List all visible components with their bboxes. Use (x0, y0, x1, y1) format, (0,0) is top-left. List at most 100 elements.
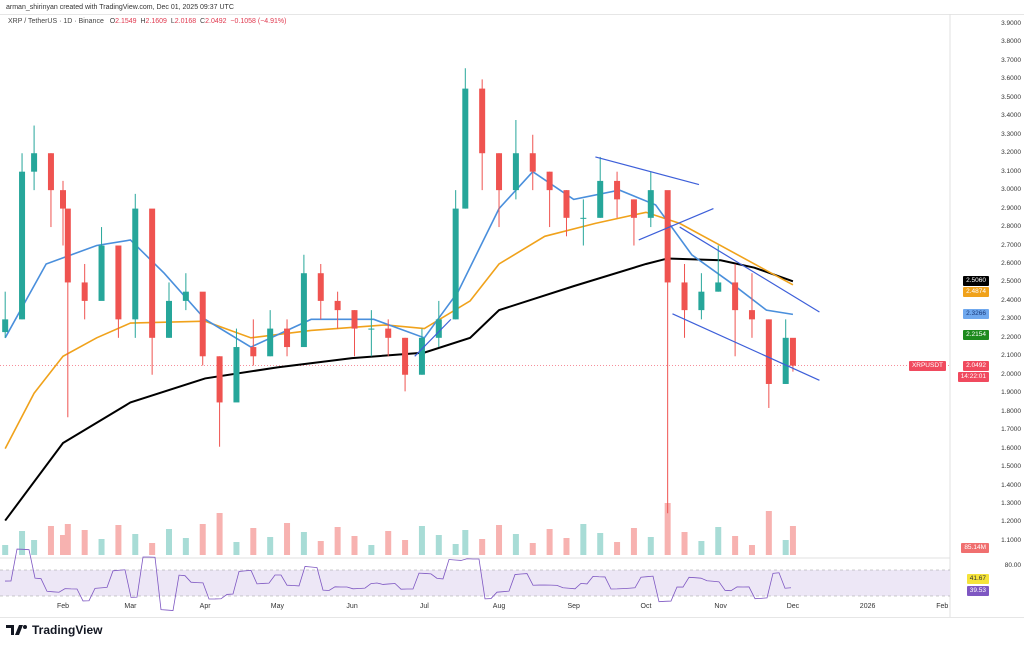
volume-bar (216, 513, 223, 555)
rsi-value-tag: 39.53 (966, 586, 989, 596)
candle-body (496, 153, 503, 191)
open-label: O (109, 18, 116, 25)
x-tick-label: Oct (640, 603, 652, 610)
x-tick-label: Jun (346, 603, 358, 610)
volume-bar (19, 531, 26, 555)
rsi-level-label: 80.00 (1004, 562, 1021, 569)
candle-body (115, 245, 122, 320)
y-tick-label: 2.8000 (1001, 223, 1021, 231)
candle-body (546, 171, 553, 191)
candle-body (782, 337, 789, 384)
volume-bar (385, 531, 392, 555)
y-tick-label: 1.9000 (1001, 389, 1021, 397)
volume-bar (748, 545, 755, 555)
trendline (595, 156, 700, 186)
y-tick-label: 1.1000 (1001, 536, 1021, 544)
y-tick-label: 1.5000 (1001, 463, 1021, 471)
volume-bar (81, 530, 88, 555)
volume-bar (402, 540, 409, 555)
volume-bar (300, 532, 307, 555)
candle-body (267, 328, 274, 357)
x-tick-label: Aug (492, 603, 506, 610)
candle-body (64, 208, 71, 283)
y-tick-label: 1.6000 (1001, 444, 1021, 452)
volume-bar (284, 523, 291, 555)
candle-body (452, 208, 459, 320)
y-tick-label: 1.7000 (1001, 426, 1021, 434)
symbol-name[interactable]: XRP / TetherUS · 1D · Binance (8, 18, 104, 25)
candle-body (351, 310, 358, 329)
candle-body (647, 190, 654, 218)
y-tick-label: 3.9000 (1001, 20, 1021, 27)
x-tick-label: Feb (936, 603, 949, 610)
divider (0, 617, 1024, 618)
volume-bar (563, 538, 570, 555)
candle-body (250, 347, 257, 357)
x-tick-label: Jul (419, 603, 429, 610)
candle-body (2, 319, 9, 333)
y-tick-label: 2.5000 (1001, 278, 1021, 286)
ma-price-tag: 2.3266 (963, 309, 989, 320)
tradingview-logo-icon (6, 625, 27, 635)
logo-text: TradingView (32, 623, 103, 637)
ma-price-tag: 2.4874 (963, 287, 989, 298)
volume-bar (452, 544, 459, 555)
volume-bar (765, 511, 772, 555)
volume-bar (199, 524, 206, 555)
volume-bar (496, 525, 503, 555)
volume-bar (115, 525, 122, 555)
volume-bar (546, 529, 553, 555)
volume-bar (165, 529, 172, 555)
x-tick-label: Nov (714, 603, 727, 610)
volume-bar (698, 541, 705, 555)
volume-bar (98, 539, 105, 555)
candle-body (402, 337, 409, 375)
high-value: 2.1609 (145, 18, 167, 25)
volume-bar (368, 545, 375, 555)
y-tick-label: 3.8000 (1001, 38, 1021, 46)
y-tick-label: 2.3000 (1001, 315, 1021, 323)
volume-bar (149, 543, 156, 555)
candle-body (732, 282, 739, 311)
candle-body (31, 153, 38, 172)
candle-body (765, 319, 772, 384)
low-value: 2.0168 (174, 18, 197, 25)
candle-body (199, 291, 206, 357)
trendline (679, 226, 820, 313)
rsi-band (0, 570, 950, 596)
candle-body (81, 282, 88, 301)
x-tick-label: Dec (786, 603, 800, 610)
x-tick-label: Feb (56, 603, 70, 610)
last-price-tag: 2.0492 (963, 360, 989, 371)
volume-bar (64, 524, 71, 555)
candle-body (418, 337, 425, 375)
credit-text: arman_shirinyan created with TradingView… (6, 4, 234, 11)
candle-body (664, 190, 671, 283)
volume-bar (580, 524, 587, 555)
volume-bar (630, 528, 637, 555)
candle-body (630, 199, 637, 218)
volume-bar (250, 528, 257, 555)
volume-bar (512, 534, 519, 555)
y-tick-label: 1.2000 (1001, 518, 1021, 526)
volume-bar (182, 538, 189, 555)
open-value: 2.1549 (115, 18, 137, 25)
x-tick-label: Mar (124, 603, 137, 610)
candle-body (19, 171, 26, 320)
volume-bar (435, 535, 442, 555)
symbol-legend: XRP / TetherUS · 1D · Binance O2.1549 H2… (8, 18, 286, 25)
volume-bar (664, 503, 671, 555)
volume-bar (732, 536, 739, 555)
candle-body (715, 282, 722, 292)
y-tick-label: 3.6000 (1001, 75, 1021, 83)
candle-body (216, 356, 223, 403)
volume-bar (132, 534, 139, 555)
candle-body (748, 310, 755, 320)
moving-average-line (4, 211, 794, 449)
volume-bar (418, 526, 425, 555)
volume-bar (2, 545, 9, 555)
y-tick-label: 2.2000 (1001, 333, 1021, 341)
candle-body (165, 300, 172, 338)
tradingview-logo[interactable]: TradingView (6, 623, 102, 637)
